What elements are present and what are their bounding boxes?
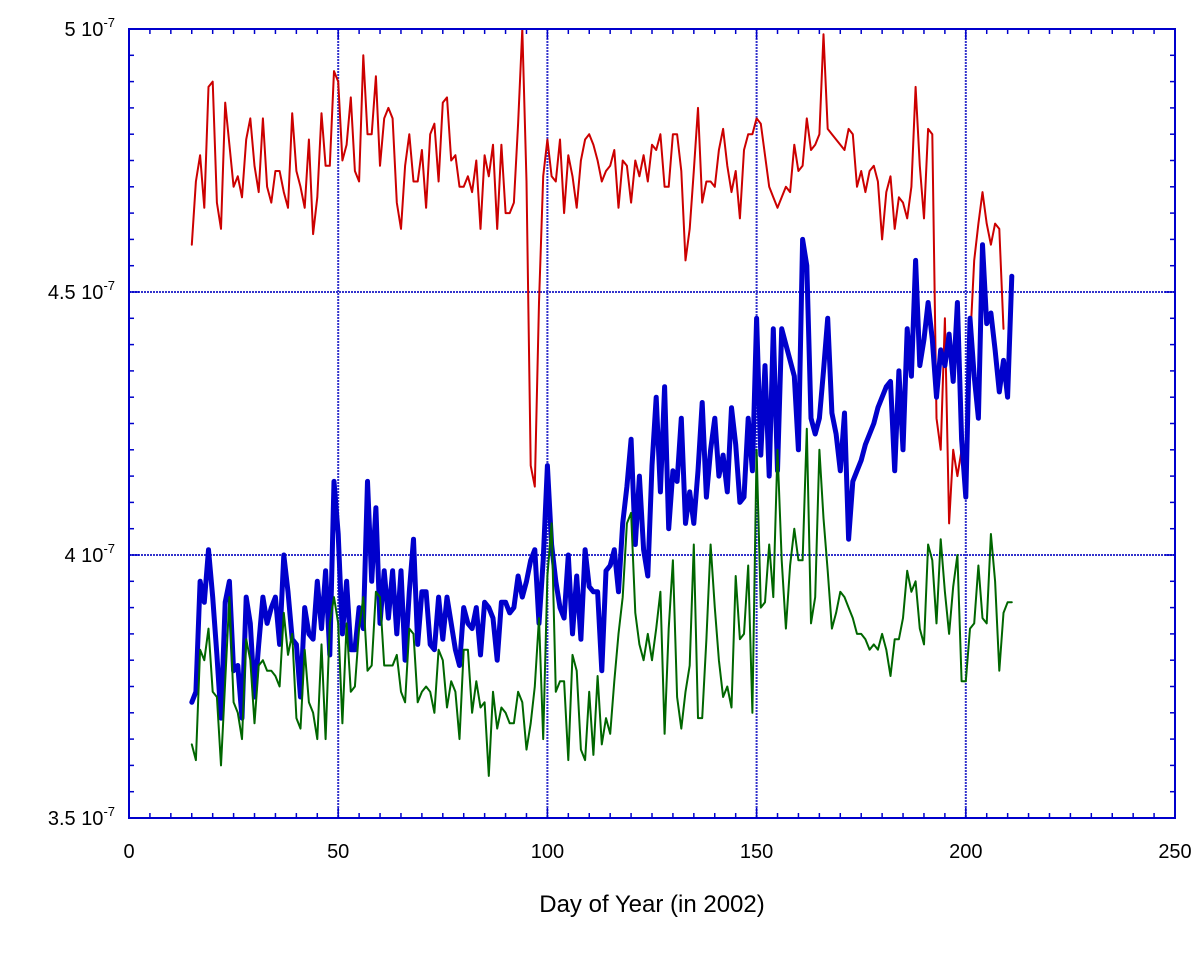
y-tick-label: 4 10-7 [65,541,116,567]
x-tick-label: 250 [1158,841,1191,863]
y-tick-mantissa: 4 10 [65,545,104,567]
y-tick-mantissa: 5 10 [65,19,104,41]
y-tick-label: 3.5 10-7 [48,804,115,830]
series-line-1 [190,28,1005,525]
x-tick-label: 150 [740,841,773,863]
y-tick-exponent: -7 [103,278,115,293]
x-tick-label: 100 [531,841,564,863]
y-tick-mantissa: 4.5 10 [48,282,104,304]
y-tick-labels: 3.5 10-74 10-74.5 10-75 10-7 [48,15,115,830]
x-tick-labels: 0 50 100 150 200 250 [123,841,1191,863]
series-line-2 [189,236,1015,721]
series-line-3 [190,427,1013,777]
y-tick-mantissa: 3.5 10 [48,808,104,830]
y-tick-exponent: -7 [103,541,115,556]
x-tick-label: 200 [949,841,982,863]
x-tick-label: 0 [123,841,134,863]
y-tick-label: 5 10-7 [65,15,116,41]
y-tick-exponent: -7 [103,804,115,819]
x-axis-title: Day of Year (in 2002) [539,891,764,918]
y-tick-exponent: -7 [103,15,115,30]
x-tick-label: 50 [327,841,349,863]
series-layer [189,28,1015,777]
axis-ticks [128,28,1176,819]
y-tick-label: 4.5 10-7 [48,278,115,304]
